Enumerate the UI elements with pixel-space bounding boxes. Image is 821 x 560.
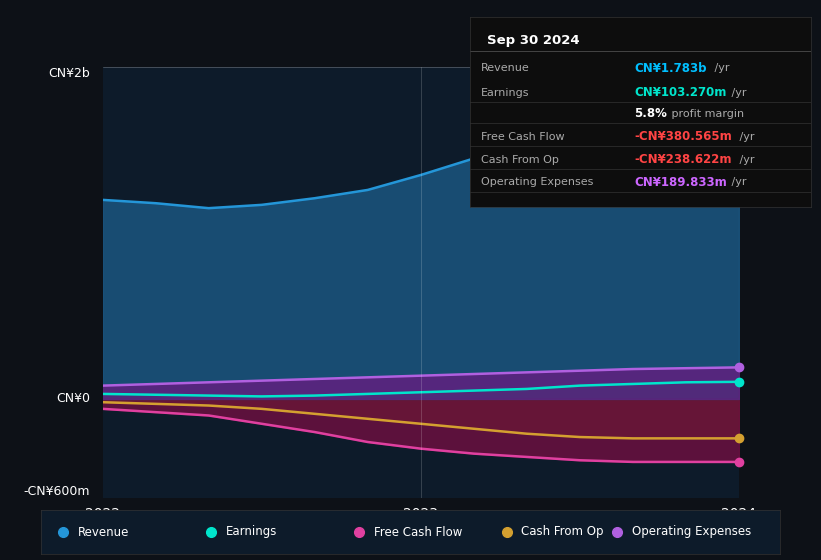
Text: Cash From Op: Cash From Op [480, 155, 558, 165]
Text: Sep 30 2024: Sep 30 2024 [488, 34, 580, 47]
Text: -CN¥238.622m: -CN¥238.622m [634, 153, 732, 166]
Text: Revenue: Revenue [78, 525, 130, 539]
Text: CN¥103.270m: CN¥103.270m [634, 86, 727, 100]
Text: CN¥0: CN¥0 [56, 393, 90, 405]
Text: /yr: /yr [736, 132, 754, 142]
Text: CN¥189.833m: CN¥189.833m [634, 176, 727, 189]
Text: Free Cash Flow: Free Cash Flow [374, 525, 462, 539]
Text: Free Cash Flow: Free Cash Flow [480, 132, 564, 142]
Text: profit margin: profit margin [668, 109, 744, 119]
Text: /yr: /yr [736, 155, 754, 165]
Text: CN¥2b: CN¥2b [48, 67, 90, 80]
Text: Earnings: Earnings [480, 88, 530, 98]
Text: -CN¥600m: -CN¥600m [24, 486, 90, 498]
Text: /yr: /yr [711, 63, 729, 73]
Text: -CN¥380.565m: -CN¥380.565m [634, 130, 732, 143]
Text: Cash From Op: Cash From Op [521, 525, 603, 539]
Text: /yr: /yr [727, 88, 746, 98]
Text: CN¥1.783b: CN¥1.783b [634, 62, 707, 74]
Text: 5.8%: 5.8% [634, 108, 667, 120]
Text: Revenue: Revenue [480, 63, 530, 73]
Text: /yr: /yr [727, 178, 746, 188]
Text: Earnings: Earnings [226, 525, 277, 539]
Text: Operating Expenses: Operating Expenses [480, 178, 593, 188]
Text: Operating Expenses: Operating Expenses [632, 525, 751, 539]
